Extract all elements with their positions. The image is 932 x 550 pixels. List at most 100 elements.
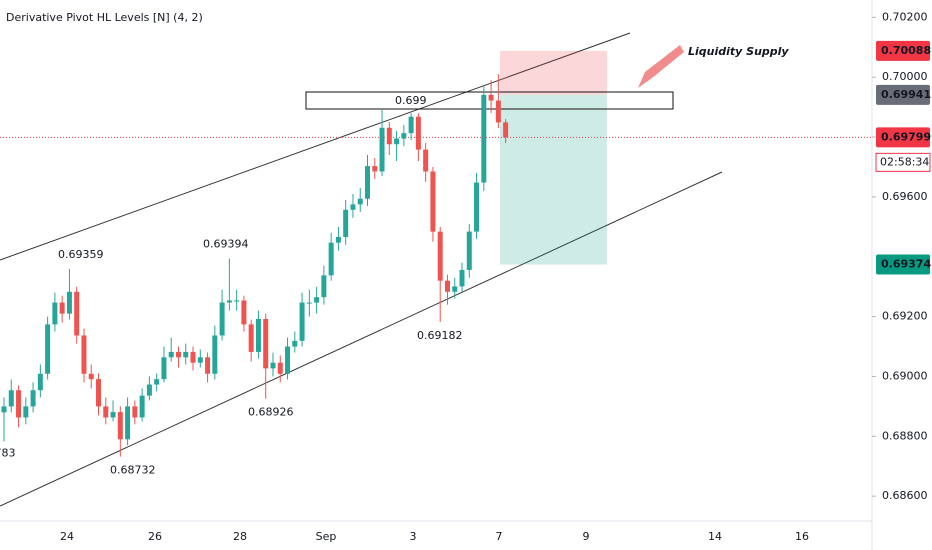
candle-body xyxy=(1,406,7,413)
candle-body xyxy=(117,412,123,440)
candle-body xyxy=(335,237,341,243)
annotation: Liquidity Supply xyxy=(688,45,789,58)
pivot-label: 0.68732 xyxy=(110,464,156,477)
price-tag-label: 0.69941 xyxy=(881,88,931,101)
candle-body xyxy=(430,171,436,232)
candle-body xyxy=(234,300,240,302)
candle-body xyxy=(437,231,443,281)
x-tick-label: 7 xyxy=(496,530,503,543)
candle-body xyxy=(299,302,305,341)
candle-body xyxy=(277,362,283,374)
y-tick-label: 0.69600 xyxy=(882,190,928,203)
candle-body xyxy=(459,269,465,287)
candle-body xyxy=(466,231,472,270)
candle-body xyxy=(139,395,145,418)
candle-body xyxy=(154,379,160,385)
candle-body xyxy=(401,133,407,139)
countdown: 02:58:34 xyxy=(880,155,929,168)
price-tag-label: 0.70088 xyxy=(881,44,931,57)
pivot-label: 0.68926 xyxy=(248,406,294,419)
candle-body xyxy=(394,138,400,145)
candle-body xyxy=(328,242,334,276)
candle-body xyxy=(357,198,363,205)
candle-body xyxy=(88,373,94,380)
candle-body xyxy=(452,286,458,292)
candle-body xyxy=(343,209,349,238)
candle-body xyxy=(241,300,247,325)
candle-body xyxy=(248,324,254,352)
y-tick-label: 0.69000 xyxy=(882,369,928,382)
candle-body xyxy=(96,379,102,407)
x-tick-label: Sep xyxy=(316,530,337,543)
y-tick-label: 0.68800 xyxy=(882,429,928,442)
pivot-label: 0.68783 xyxy=(0,446,16,459)
candle-body xyxy=(423,149,429,172)
candle-body xyxy=(110,412,116,418)
channel-upper xyxy=(0,32,631,261)
price-tag xyxy=(876,40,930,61)
candle-body xyxy=(23,406,29,418)
candle-body xyxy=(306,302,312,304)
candle-body xyxy=(292,340,298,347)
candle-body xyxy=(314,297,320,303)
candle-body xyxy=(444,280,450,292)
candle-body xyxy=(183,351,189,358)
price-tag xyxy=(876,254,930,275)
candle-body xyxy=(175,351,181,358)
y-tick-label: 0.70200 xyxy=(882,10,928,23)
pivot-label: 0.69394 xyxy=(203,238,249,251)
candle-body xyxy=(66,291,72,314)
candle-body xyxy=(495,100,501,123)
candle-body xyxy=(103,406,109,418)
y-tick-label: 0.68600 xyxy=(882,489,928,502)
candle-body xyxy=(74,291,80,336)
candle-body xyxy=(474,182,480,232)
candle-body xyxy=(197,357,203,363)
x-tick-label: 16 xyxy=(795,530,809,543)
stop-zone xyxy=(500,50,607,95)
y-tick-label: 0.69200 xyxy=(882,310,928,323)
countdown-tag xyxy=(875,152,931,172)
x-tick-label: 26 xyxy=(148,530,162,543)
price-tag-label: 0.69374 xyxy=(881,258,931,271)
candle-body xyxy=(408,116,414,134)
candle-body xyxy=(16,390,22,418)
candle-body xyxy=(146,384,152,396)
candle-body xyxy=(415,116,421,150)
candle-body xyxy=(503,122,509,138)
pivot-label: 0.69359 xyxy=(58,248,104,261)
price-tag-label: 0.69799 xyxy=(881,130,931,143)
price-tag xyxy=(876,84,930,105)
candle-body xyxy=(132,406,138,418)
candle-body xyxy=(285,346,291,374)
candle-body xyxy=(350,204,356,210)
candle-body xyxy=(226,300,232,303)
candle-body xyxy=(365,166,370,199)
candle-body xyxy=(205,357,211,374)
candle-body xyxy=(8,390,14,407)
x-tick-label: 3 xyxy=(410,530,417,543)
candle-body xyxy=(372,166,378,172)
annotation-arrow xyxy=(638,45,684,88)
x-tick-label: 24 xyxy=(60,530,74,543)
candle-body xyxy=(219,302,225,336)
candle-body xyxy=(52,302,58,325)
candle-body xyxy=(45,324,51,374)
candle-body xyxy=(255,319,261,352)
candle-body xyxy=(161,357,167,380)
target-zone xyxy=(500,94,607,265)
supply-box xyxy=(305,91,674,110)
pivot-label: 0.69182 xyxy=(417,329,463,342)
candle-body xyxy=(321,275,327,298)
candle-body xyxy=(168,351,174,358)
candle-body xyxy=(263,319,269,369)
candle-body xyxy=(386,127,392,145)
candle-body xyxy=(212,335,218,374)
chart-title: Derivative Pivot HL Levels [N] (4, 2) xyxy=(6,11,203,24)
candle-body xyxy=(30,390,36,407)
candle-body xyxy=(125,406,131,440)
x-tick-label: 9 xyxy=(583,530,590,543)
x-tick-label: 28 xyxy=(233,530,247,543)
candle-body xyxy=(481,94,487,183)
